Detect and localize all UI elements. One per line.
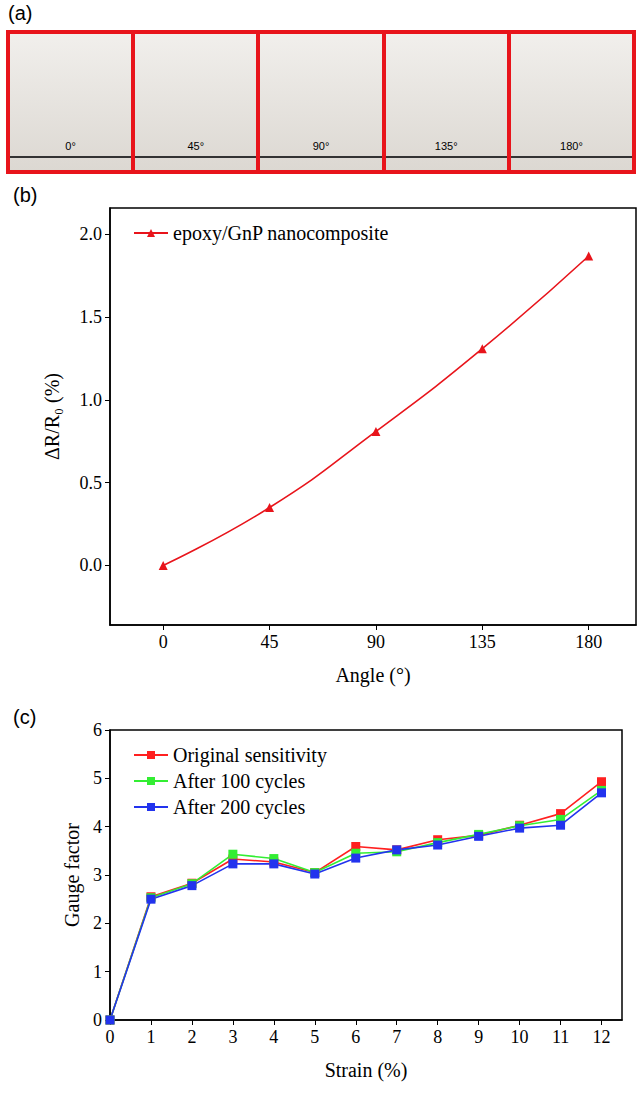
svg-text:ΔR/R₀ (%): ΔR/R₀ (%) bbox=[41, 373, 64, 460]
html-text:90°: 90° bbox=[312, 140, 330, 152]
svg-text:0.5: 0.5 bbox=[80, 473, 103, 493]
svg-text:3: 3 bbox=[93, 865, 102, 885]
svg-text:6: 6 bbox=[351, 1027, 360, 1047]
svg-text:After 100 cycles: After 100 cycles bbox=[173, 770, 305, 793]
svg-text:0.0: 0.0 bbox=[80, 555, 103, 575]
svg-text:6: 6 bbox=[93, 720, 102, 740]
svg-text:4: 4 bbox=[269, 1027, 278, 1047]
svg-text:1: 1 bbox=[93, 962, 102, 982]
svg-text:Angle (°): Angle (°) bbox=[335, 664, 410, 687]
svg-text:135: 135 bbox=[469, 632, 496, 652]
svg-text:0: 0 bbox=[106, 1027, 115, 1047]
svg-text:After 200 cycles: After 200 cycles bbox=[173, 796, 305, 819]
svg-text:1.0: 1.0 bbox=[80, 390, 103, 410]
svg-text:9: 9 bbox=[474, 1027, 483, 1047]
svg-text:Gauge factor: Gauge factor bbox=[61, 823, 84, 927]
html-text:(a): (a) bbox=[8, 2, 33, 24]
svg-text:180: 180 bbox=[575, 632, 602, 652]
svg-text:epoxy/GnP nanocomposite: epoxy/GnP nanocomposite bbox=[173, 222, 388, 245]
html-text:180°: 180° bbox=[560, 140, 583, 152]
svg-text:3: 3 bbox=[228, 1027, 237, 1047]
svg-text:7: 7 bbox=[392, 1027, 401, 1047]
html-text:45°: 45° bbox=[187, 140, 205, 152]
svg-text:5: 5 bbox=[310, 1027, 319, 1047]
svg-text:8: 8 bbox=[433, 1027, 442, 1047]
svg-text:45: 45 bbox=[261, 632, 279, 652]
html-text:135°: 135° bbox=[434, 140, 458, 152]
svg-text:0: 0 bbox=[159, 632, 168, 652]
svg-text:Strain (%): Strain (%) bbox=[325, 1059, 408, 1082]
svg-text:2: 2 bbox=[187, 1027, 196, 1047]
html-text:0°: 0° bbox=[65, 140, 76, 152]
svg-text:12: 12 bbox=[593, 1027, 611, 1047]
svg-text:11: 11 bbox=[552, 1027, 569, 1047]
svg-text:2.0: 2.0 bbox=[80, 224, 103, 244]
svg-text:1.5: 1.5 bbox=[80, 307, 103, 327]
svg-text:(c): (c) bbox=[13, 706, 36, 728]
svg-text:0: 0 bbox=[93, 1010, 102, 1030]
svg-text:2: 2 bbox=[93, 913, 102, 933]
svg-text:4: 4 bbox=[93, 817, 102, 837]
svg-text:(b): (b) bbox=[13, 184, 37, 206]
svg-text:1: 1 bbox=[146, 1027, 155, 1047]
svg-text:Original sensitivity: Original sensitivity bbox=[173, 744, 327, 767]
svg-text:5: 5 bbox=[93, 768, 102, 788]
svg-text:90: 90 bbox=[367, 632, 385, 652]
svg-text:10: 10 bbox=[511, 1027, 529, 1047]
